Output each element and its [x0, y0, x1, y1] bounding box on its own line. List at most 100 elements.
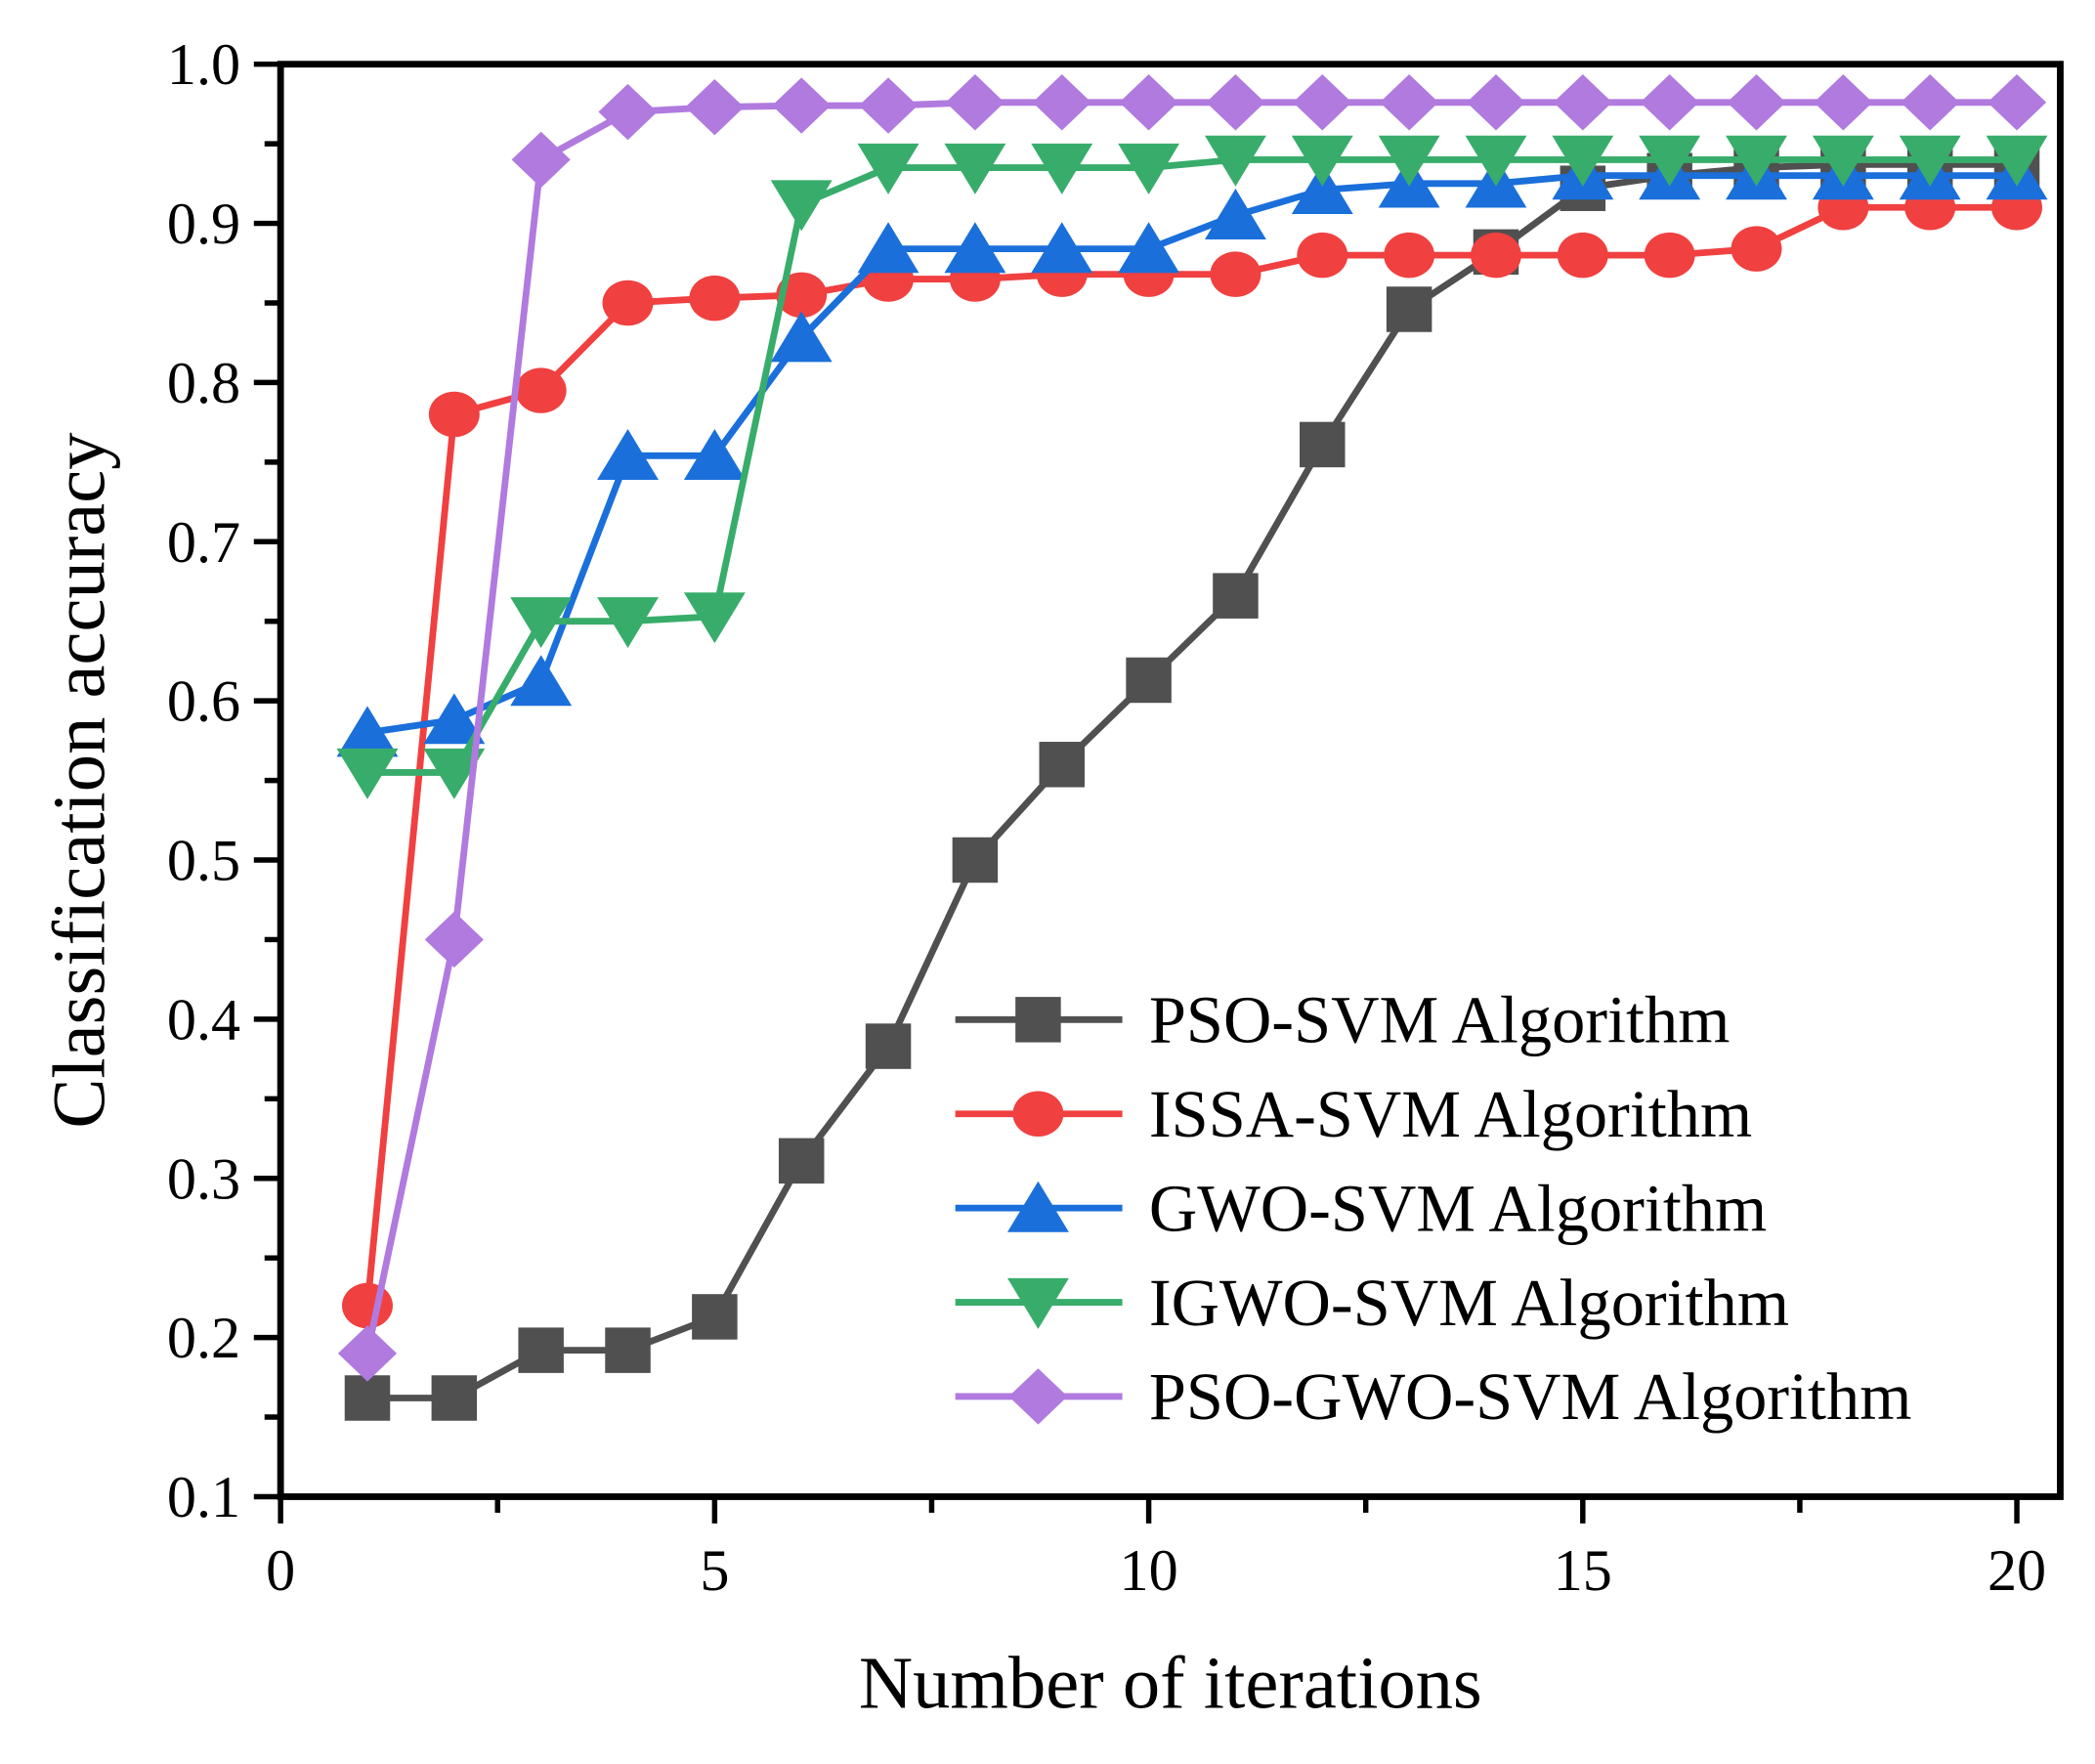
- data-point: [1899, 135, 1961, 187]
- legend-item: ISSA-SVM Algorithm: [955, 1077, 1752, 1151]
- data-point: [1557, 232, 1608, 279]
- data-point: [1386, 286, 1432, 332]
- data-point: [1293, 74, 1352, 131]
- data-point: [1812, 135, 1874, 187]
- data-point: [1552, 135, 1614, 187]
- data-point: [1213, 573, 1259, 619]
- data-point: [1987, 74, 2047, 131]
- series-gwo-svm-algorithm: [336, 149, 2048, 757]
- data-point: [1553, 74, 1612, 131]
- x-tick-label: 5: [700, 1538, 729, 1604]
- x-tick-label: 0: [266, 1538, 295, 1604]
- legend-marker: [1008, 1368, 1068, 1425]
- data-point: [515, 367, 567, 413]
- data-point: [770, 180, 833, 232]
- data-point: [1814, 74, 1873, 131]
- data-point: [689, 275, 741, 322]
- data-point: [1639, 135, 1701, 187]
- data-point: [423, 748, 486, 799]
- data-point: [692, 1294, 738, 1340]
- legend-label: IGWO-SVM Algorithm: [1149, 1266, 1789, 1340]
- legend-item: IGWO-SVM Algorithm: [955, 1266, 1789, 1340]
- data-point: [770, 311, 833, 363]
- data-point: [857, 222, 919, 274]
- data-point: [858, 77, 919, 134]
- series-igwo-svm-algorithm: [336, 135, 2048, 799]
- legend-marker: [1015, 997, 1061, 1043]
- data-point: [1384, 232, 1435, 279]
- data-point: [865, 1023, 912, 1069]
- data-point: [1039, 742, 1085, 788]
- legend-marker: [1006, 1181, 1069, 1232]
- data-point: [945, 74, 1005, 131]
- data-point: [336, 706, 399, 757]
- data-point: [428, 391, 480, 438]
- y-tick-label: 1.0: [167, 32, 240, 98]
- data-point: [1291, 135, 1353, 187]
- data-point: [1206, 74, 1265, 131]
- y-tick-label: 0.6: [167, 669, 240, 735]
- data-point: [605, 1327, 651, 1373]
- y-tick-label: 0.1: [167, 1465, 240, 1530]
- data-point: [337, 1325, 398, 1382]
- data-point: [1465, 135, 1527, 187]
- legend-item: GWO-SVM Algorithm: [955, 1171, 1767, 1245]
- data-point: [1731, 226, 1782, 272]
- legend-item: PSO-SVM Algorithm: [955, 983, 1730, 1057]
- data-point: [1640, 74, 1699, 131]
- y-tick-label: 0.4: [167, 987, 240, 1053]
- data-point: [1032, 74, 1091, 131]
- data-point: [602, 280, 654, 326]
- x-tick-label: 20: [1988, 1538, 2046, 1604]
- axes: 0 5 10 15 20 0.1 0.2 0.3 0.4 0.5 0.6 0.7 0.8 0.9 1.0: [167, 32, 2064, 1604]
- data-point: [685, 78, 745, 136]
- y-tick-label: 0.9: [167, 192, 240, 257]
- data-point: [1986, 135, 2048, 187]
- data-point: [1726, 135, 1787, 187]
- data-point: [772, 77, 832, 134]
- x-axis-label: Number of iterations: [859, 1642, 1482, 1725]
- data-point: [342, 1282, 393, 1329]
- data-point: [944, 222, 1006, 274]
- legend: PSO-SVM Algorithm ISSA-SVM Algorithm GWO-S…: [955, 983, 1912, 1434]
- x-tick-label: 10: [1120, 1538, 1178, 1604]
- data-point: [431, 1375, 478, 1421]
- data-point: [1300, 421, 1346, 468]
- data-point: [683, 428, 746, 480]
- data-point: [1378, 135, 1440, 187]
- legend-label: PSO-SVM Algorithm: [1149, 983, 1730, 1057]
- series-issa-svm-algorithm: [342, 185, 2043, 1329]
- data-point: [952, 837, 999, 883]
- data-point: [1291, 163, 1353, 214]
- data-point: [683, 592, 746, 644]
- data-point: [597, 428, 659, 480]
- data-point: [1466, 74, 1526, 131]
- data-point: [597, 597, 659, 649]
- data-point: [1380, 74, 1439, 131]
- data-point: [1031, 222, 1093, 274]
- legend-item: PSO-GWO-SVM Algorithm: [955, 1359, 1912, 1434]
- legend-marker: [1012, 1091, 1064, 1137]
- y-tick-label: 0.7: [167, 510, 240, 576]
- y-tick-label: 0.8: [167, 351, 240, 416]
- data-point: [944, 143, 1006, 194]
- data-point: [1118, 143, 1180, 194]
- data-point: [1210, 251, 1261, 297]
- data-point: [511, 131, 571, 189]
- data-point: [857, 143, 919, 194]
- y-tick-label: 0.3: [167, 1146, 240, 1212]
- data-point: [776, 272, 828, 319]
- series-group: [336, 74, 2048, 1421]
- legend-marker: [1006, 1277, 1069, 1329]
- x-tick-label: 15: [1554, 1538, 1612, 1604]
- y-tick-label: 0.5: [167, 829, 240, 894]
- data-point: [423, 693, 486, 745]
- legend-label: ISSA-SVM Algorithm: [1149, 1077, 1752, 1151]
- legend-label: PSO-GWO-SVM Algorithm: [1149, 1359, 1912, 1434]
- data-point: [344, 1375, 391, 1421]
- data-point: [598, 83, 658, 141]
- data-point: [1031, 143, 1093, 194]
- data-point: [336, 748, 399, 799]
- data-point: [1204, 189, 1266, 240]
